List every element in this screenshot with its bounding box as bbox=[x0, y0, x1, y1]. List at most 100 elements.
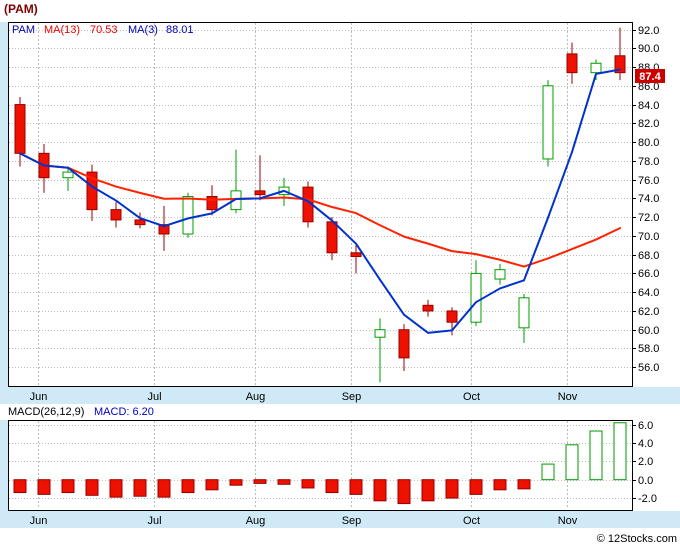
price-y-tick-label: 70.0 bbox=[638, 231, 659, 243]
macd-month-label: Sep bbox=[342, 515, 362, 527]
macd-bar-negative bbox=[277, 479, 291, 485]
candle-body-down bbox=[158, 224, 170, 235]
macd-bar-positive bbox=[613, 422, 627, 481]
macd-bar-negative bbox=[61, 479, 75, 494]
candle-body-down bbox=[446, 310, 458, 323]
macd-y-tick-label: -2.0 bbox=[638, 493, 657, 505]
candle-body-down bbox=[254, 190, 266, 196]
macd-bar-negative bbox=[469, 479, 483, 495]
price-y-tick-label: 58.0 bbox=[638, 343, 659, 355]
candle-body-up bbox=[590, 62, 602, 74]
macd-bar-negative bbox=[445, 479, 459, 499]
macd-bar-negative bbox=[517, 479, 531, 490]
left-margin-strip-macd bbox=[0, 420, 8, 528]
price-y-tick-label: 80.0 bbox=[638, 137, 659, 149]
candle-body-up bbox=[374, 329, 386, 338]
legend-ma13-label: MA(13) bbox=[44, 24, 80, 36]
price-y-tick-label: 64.0 bbox=[638, 287, 659, 299]
price-y-tick-label: 72.0 bbox=[638, 212, 659, 224]
macd-bar-negative bbox=[85, 479, 99, 496]
price-y-tick-label: 68.0 bbox=[638, 250, 659, 262]
candle-body-up bbox=[518, 297, 530, 329]
macd-plot-border bbox=[8, 420, 633, 511]
macd-bar-negative bbox=[205, 479, 219, 491]
macd-bar-negative bbox=[109, 479, 123, 498]
price-plot-border bbox=[8, 22, 633, 387]
macd-month-label: Jul bbox=[147, 515, 161, 527]
price-y-tick-label: 78.0 bbox=[638, 156, 659, 168]
macd-y-tick-label: 4.0 bbox=[638, 438, 653, 450]
candle-body-up bbox=[470, 272, 482, 323]
price-y-tick-label: 60.0 bbox=[638, 325, 659, 337]
price-y-tick-label: 84.0 bbox=[638, 100, 659, 112]
price-month-label: Jul bbox=[147, 391, 161, 403]
price-y-tick-label: 62.0 bbox=[638, 306, 659, 318]
macd-bar-negative bbox=[253, 479, 267, 484]
macd-bar-negative bbox=[301, 479, 315, 489]
candle-body-down bbox=[326, 221, 338, 254]
macd-bar-negative bbox=[349, 479, 363, 495]
candle-body-up bbox=[494, 269, 506, 280]
macd-bar-positive bbox=[541, 463, 555, 481]
price-y-tick-label: 56.0 bbox=[638, 362, 659, 374]
macd-bar-negative bbox=[421, 479, 435, 502]
candle-body-down bbox=[134, 219, 146, 226]
macd-bar-negative bbox=[13, 479, 27, 494]
price-y-tick-label: 92.0 bbox=[638, 25, 659, 37]
macd-y-tick-label: 6.0 bbox=[638, 420, 653, 432]
macd-bar-negative bbox=[157, 479, 171, 498]
last-price-label: 87.4 bbox=[639, 71, 661, 83]
candle-body-up bbox=[182, 195, 194, 235]
candle-body-down bbox=[206, 195, 218, 211]
macd-y-tick-label: 2.0 bbox=[638, 456, 653, 468]
candle-body-down bbox=[86, 171, 98, 211]
legend-ma13-value: 70.53 bbox=[90, 24, 118, 36]
chart-overlay: (PAM) PAM MA(13) 70.53 MA(3) 88.01 87.4 … bbox=[4, 2, 677, 545]
last-price-tag bbox=[635, 69, 665, 83]
macd-month-label: Oct bbox=[463, 515, 480, 527]
month-axis-strip-macd bbox=[0, 511, 680, 528]
price-y-tick-label: 86.0 bbox=[638, 81, 659, 93]
page-title: (PAM) bbox=[4, 2, 38, 16]
legend-symbol: PAM bbox=[12, 24, 35, 36]
macd-y-tick-label: 0.0 bbox=[638, 475, 653, 487]
price-y-tick-label: 74.0 bbox=[638, 193, 659, 205]
candle-body-down bbox=[422, 304, 434, 312]
price-y-tick-label: 66.0 bbox=[638, 268, 659, 280]
macd-month-label: Jun bbox=[30, 515, 48, 527]
candle-body-down bbox=[398, 329, 410, 359]
macd-month-label: Nov bbox=[558, 515, 578, 527]
macd-bar-negative bbox=[493, 479, 507, 491]
macd-bar-negative bbox=[229, 479, 243, 486]
candle-body-down bbox=[614, 55, 626, 74]
macd-params-label: MACD(26,12,9) bbox=[8, 406, 84, 418]
macd-bar-negative bbox=[373, 479, 387, 502]
macd-bar-positive bbox=[589, 430, 603, 481]
macd-bar-positive bbox=[565, 444, 579, 481]
price-month-label: Oct bbox=[463, 391, 480, 403]
copyright-text: © 12Stocks.com bbox=[597, 533, 677, 545]
candle-body-down bbox=[110, 209, 122, 221]
price-month-label: Jun bbox=[30, 391, 48, 403]
macd-plot-area bbox=[8, 420, 633, 511]
macd-value-label: MACD: 6.20 bbox=[94, 406, 154, 418]
price-month-label: Sep bbox=[342, 391, 362, 403]
ma-line-13 bbox=[19, 152, 621, 268]
candle-body-down bbox=[566, 53, 578, 74]
macd-month-label: Aug bbox=[246, 515, 266, 527]
candle-body-up bbox=[62, 171, 74, 179]
left-margin-strip-price bbox=[0, 22, 8, 404]
candle-body-down bbox=[350, 252, 362, 258]
legend-ma3-value: 88.01 bbox=[166, 24, 194, 36]
price-plot-area bbox=[8, 22, 633, 387]
legend-ma3-label: MA(3) bbox=[128, 24, 158, 36]
ma-line-3 bbox=[19, 68, 621, 334]
price-y-tick-label: 76.0 bbox=[638, 175, 659, 187]
macd-bar-negative bbox=[397, 479, 411, 505]
price-y-tick-label: 82.0 bbox=[638, 118, 659, 130]
candle-body-down bbox=[14, 104, 26, 154]
macd-bar-negative bbox=[181, 479, 195, 494]
candle-body-up bbox=[542, 85, 554, 160]
candle-body-up bbox=[230, 190, 242, 211]
